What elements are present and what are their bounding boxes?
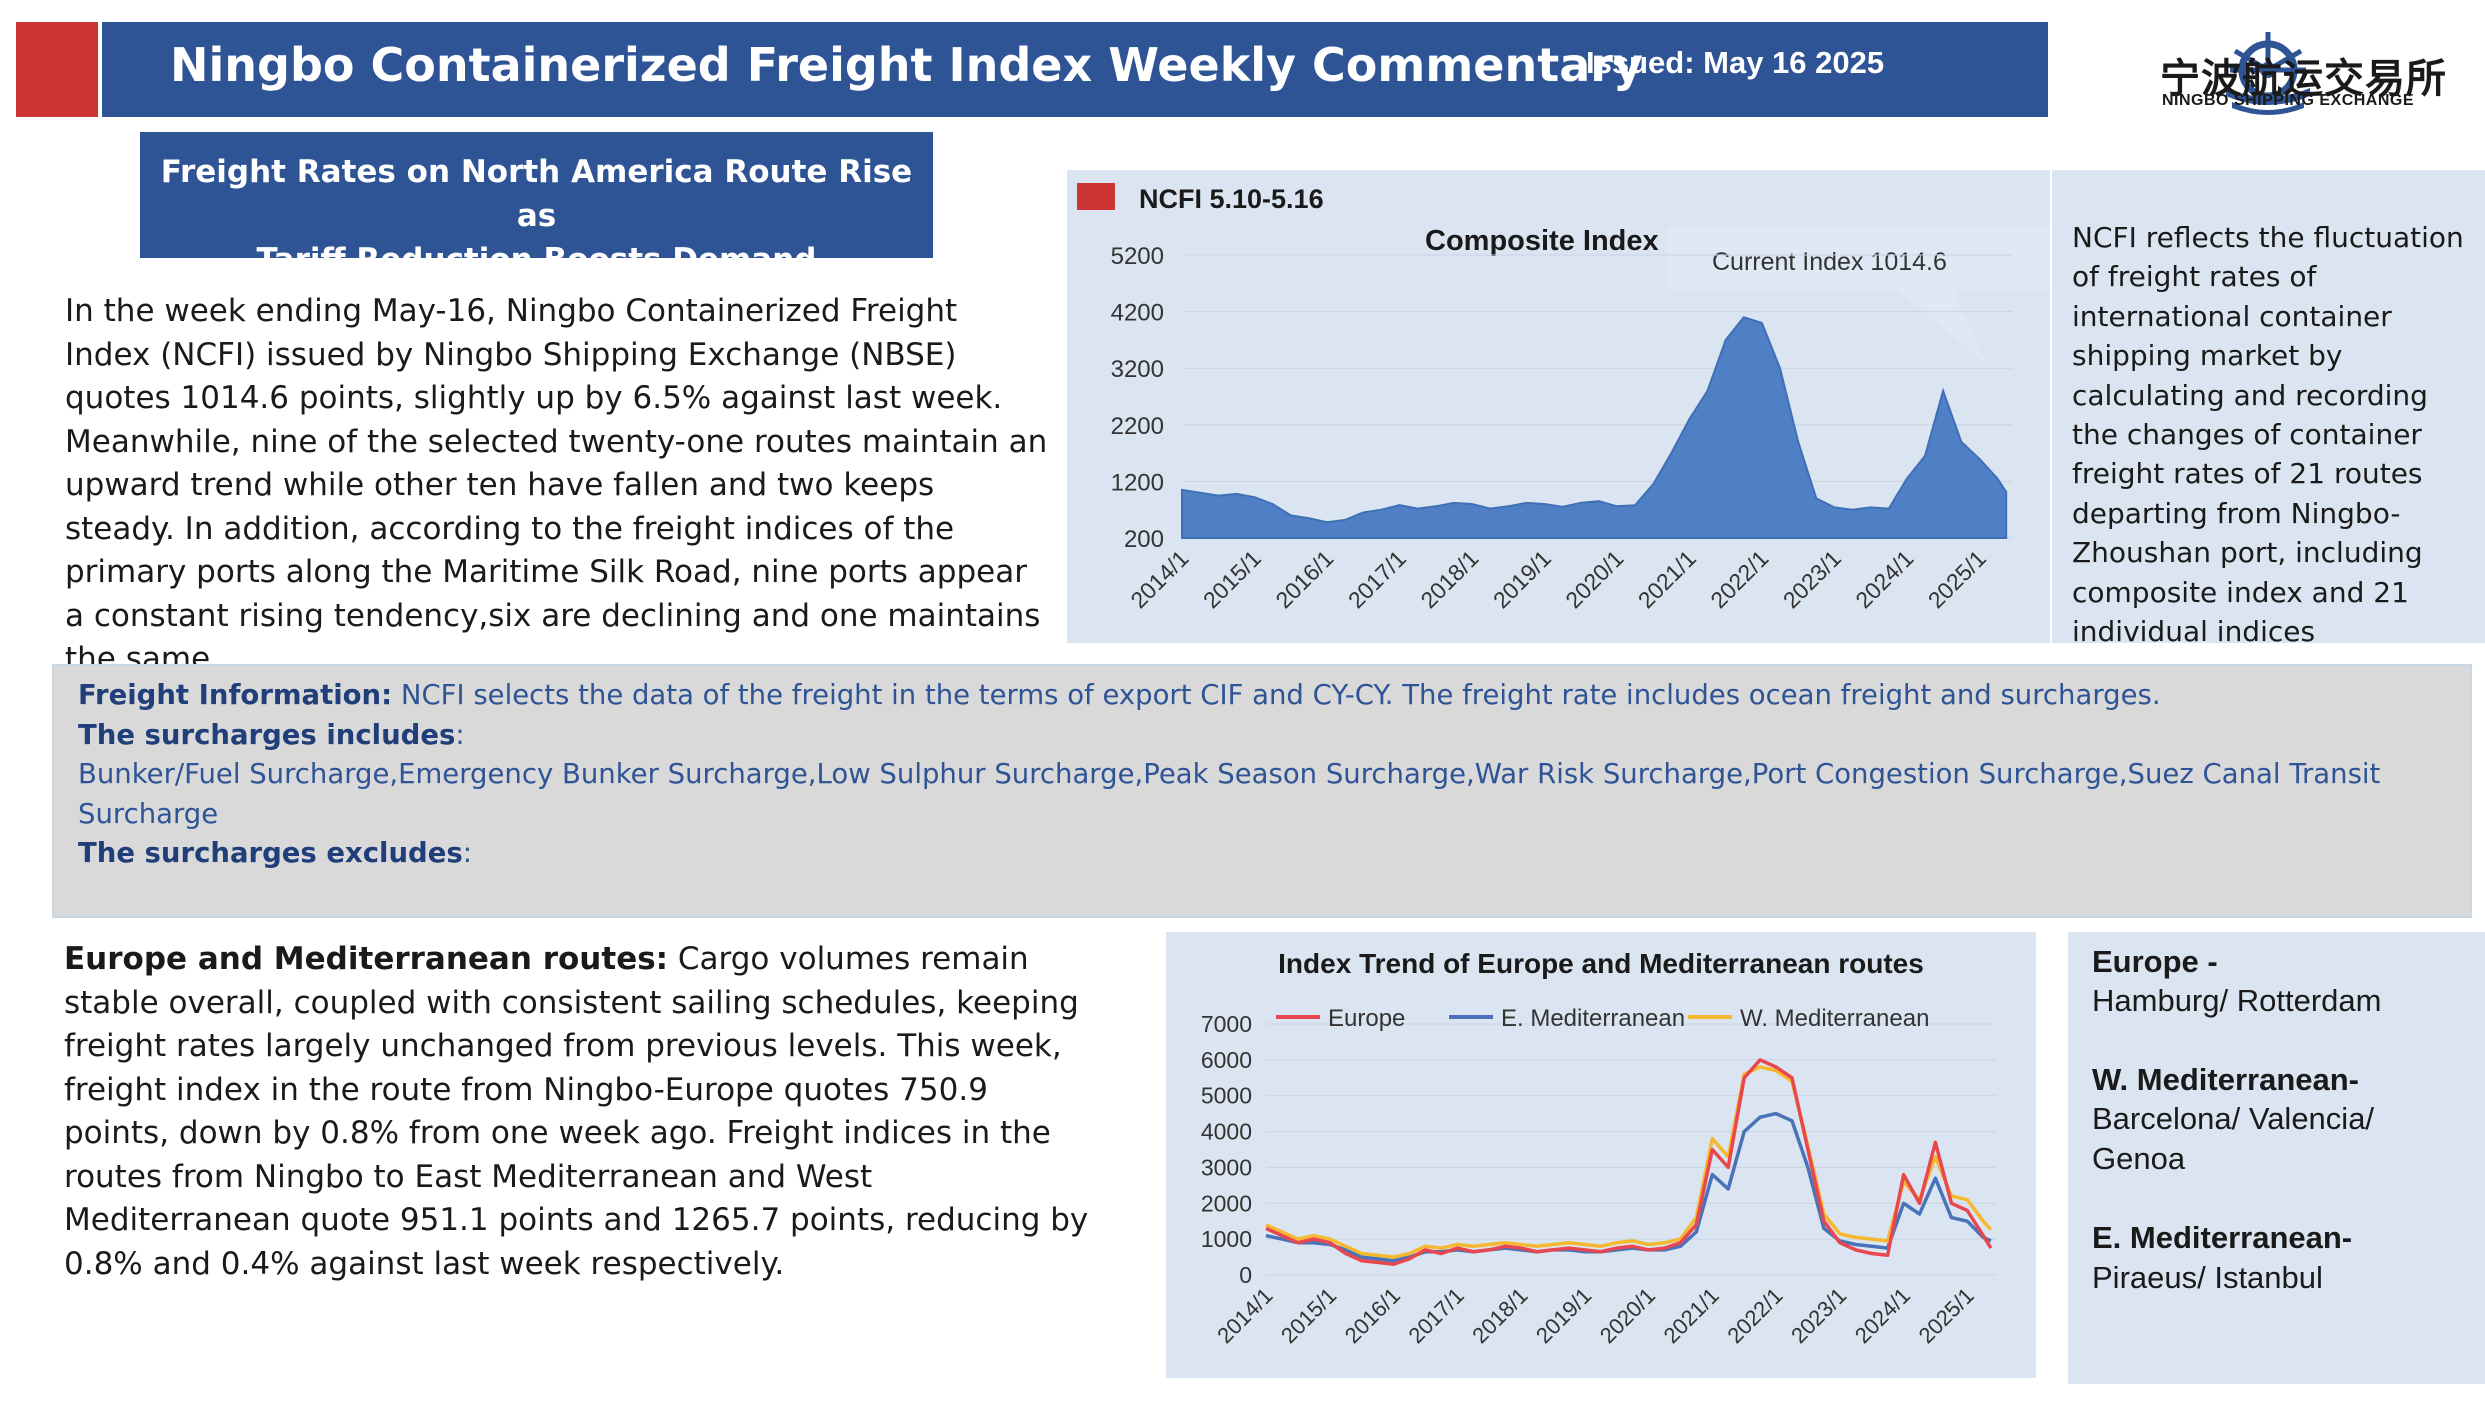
headline-line-1: Freight Rates on North America Route Ris… <box>160 154 913 234</box>
europe-routes-text: Cargo volumes remain stable overall, cou… <box>64 941 1089 1282</box>
ncfi-description-panel <box>2052 170 2485 643</box>
surcharges-excludes-label: The surcharges excludes <box>78 837 463 869</box>
headline-line-2: Tariff Reduction Boosts Demand <box>256 242 817 278</box>
series-line-europe <box>1265 1058 1993 1266</box>
composite-x-tick-label: 2021/1 <box>1633 545 1701 613</box>
composite-x-tick-label: 2016/1 <box>1270 545 1338 613</box>
europe-y-tick-label: 6000 <box>1201 1047 1252 1073</box>
composite-x-tick-label: 2017/1 <box>1343 545 1411 613</box>
surcharges-includes-label: The surcharges includes <box>78 718 456 751</box>
composite-legend-label: NCFI 5.10-5.16 <box>1139 184 1324 214</box>
surcharges-includes-line: The surcharges includes: <box>78 716 2446 756</box>
legend-label-0: Europe <box>1328 1005 1405 1032</box>
excludes-colon: : <box>462 837 473 869</box>
europe-x-tick-label: 2025/1 <box>1914 1283 1979 1348</box>
series-line-w-mediterranean <box>1265 1065 1993 1259</box>
header-bar <box>102 22 2048 117</box>
europe-routes-paragraph: Europe and Mediterranean routes: Cargo v… <box>64 938 1094 1286</box>
composite-legend-swatch <box>1077 183 1115 210</box>
composite-y-tick-label: 3200 <box>1111 356 1164 383</box>
freight-info-text: NCFI selects the data of the freight in … <box>392 679 2161 711</box>
europe-chart-panel <box>1166 932 2036 1378</box>
europe-x-tick-label: 2022/1 <box>1722 1283 1787 1348</box>
composite-x-tick-label: 2024/1 <box>1850 545 1918 613</box>
ports-panel <box>2068 932 2485 1384</box>
composite-x-tick-label: 2022/1 <box>1705 545 1773 613</box>
composite-area-series <box>1181 316 2008 539</box>
includes-colon: : <box>455 718 465 751</box>
composite-x-tick-label: 2025/1 <box>1923 545 1991 613</box>
europe-x-tick-label: 2021/1 <box>1659 1283 1724 1348</box>
header-accent-block <box>16 22 98 117</box>
europe-y-tick-label: 3000 <box>1201 1154 1252 1180</box>
summary-paragraph: In the week ending May-16, Ningbo Contai… <box>65 293 1048 677</box>
port-region-e-mediterranean: E. Mediterranean- <box>2092 1220 2353 1255</box>
port-cities-e-mediterranean: Piraeus/ Istanbul <box>2092 1260 2323 1295</box>
legend-label-2: W. Mediterranean <box>1740 1005 1929 1032</box>
headline-box: Freight Rates on North America Route Ris… <box>140 132 933 278</box>
page-title: Ningbo Containerized Freight Index Weekl… <box>170 38 1643 92</box>
freight-info-line: Freight Information: NCFI selects the da… <box>78 676 2446 716</box>
composite-x-tick-label: 2019/1 <box>1488 545 1556 613</box>
composite-chart-title: Composite Index <box>1425 225 1659 257</box>
europe-chart-title: Index Trend of Europe and Mediterranean … <box>1278 948 1924 979</box>
europe-y-tick-label: 7000 <box>1201 1011 1252 1037</box>
europe-routes-label: Europe and Mediterranean routes: <box>64 941 669 977</box>
surcharges-includes-list: Bunker/Fuel Surcharge,Emergency Bunker S… <box>78 758 2381 830</box>
logo-english-name: NINGBO SHIPPING EXCHANGE <box>2162 92 2415 109</box>
annotation-label: Current Index 1014.6 <box>1712 248 1947 276</box>
issue-date: Issued: May 16 2025 <box>1586 45 1885 80</box>
ncfi-description: NCFI reflects the fluctuation of freight… <box>2072 221 2464 649</box>
composite-y-tick-label: 4200 <box>1111 300 1164 327</box>
freight-information-box: Freight Information: NCFI selects the da… <box>52 664 2472 918</box>
composite-x-tick-label: 2020/1 <box>1560 545 1628 613</box>
port-region-europe: Europe - <box>2092 944 2218 979</box>
legend-label-1: E. Mediterranean <box>1501 1005 1685 1032</box>
composite-x-tick-label: 2014/1 <box>1125 545 1193 613</box>
freight-info-label: Freight Information: <box>78 679 393 711</box>
port-cities-w-mediterranean: Barcelona/ Valencia/ Genoa <box>2092 1101 2375 1176</box>
composite-y-tick-label: 5200 <box>1111 243 1164 270</box>
europe-y-tick-label: 0 <box>1239 1262 1252 1288</box>
europe-y-tick-label: 5000 <box>1201 1083 1252 1109</box>
europe-x-tick-label: 2017/1 <box>1404 1283 1469 1348</box>
surcharges-excludes-line: The surcharges excludes: <box>78 834 2446 874</box>
composite-x-tick-label: 2018/1 <box>1415 545 1483 613</box>
logo-chinese-name: 宁波航运交易所 <box>2160 56 2447 102</box>
europe-y-tick-label: 2000 <box>1201 1190 1252 1216</box>
composite-index-chart: NCFI 5.10-5.16 Composite Index Current I… <box>1077 183 2050 613</box>
composite-y-tick-label: 200 <box>1124 526 1164 553</box>
europe-x-tick-label: 2020/1 <box>1595 1283 1660 1348</box>
europe-x-tick-label: 2018/1 <box>1467 1283 1532 1348</box>
europe-x-tick-label: 2023/1 <box>1786 1283 1851 1348</box>
composite-x-tick-label: 2023/1 <box>1778 545 1846 613</box>
ship-wheel-logo-icon <box>2226 32 2310 115</box>
composite-y-tick-label: 2200 <box>1111 413 1164 440</box>
port-cities-europe: Hamburg/ Rotterdam <box>2092 983 2382 1018</box>
annotation-callout <box>1667 228 2050 362</box>
port-region-w-mediterranean: W. Mediterranean- <box>2092 1062 2359 1097</box>
europe-x-tick-label: 2015/1 <box>1276 1283 1341 1348</box>
europe-x-tick-label: 2024/1 <box>1850 1283 1915 1348</box>
europe-x-tick-label: 2019/1 <box>1531 1283 1596 1348</box>
composite-x-tick-label: 2015/1 <box>1198 545 1266 613</box>
europe-x-tick-label: 2016/1 <box>1340 1283 1405 1348</box>
series-line-e-mediterranean <box>1265 1111 1992 1263</box>
europe-y-tick-label: 1000 <box>1201 1226 1252 1252</box>
europe-mediterranean-chart: Index Trend of Europe and Mediterranean … <box>1201 948 1996 1348</box>
europe-y-tick-label: 4000 <box>1201 1119 1252 1145</box>
composite-y-tick-label: 1200 <box>1111 469 1164 496</box>
europe-x-tick-label: 2014/1 <box>1212 1283 1277 1348</box>
